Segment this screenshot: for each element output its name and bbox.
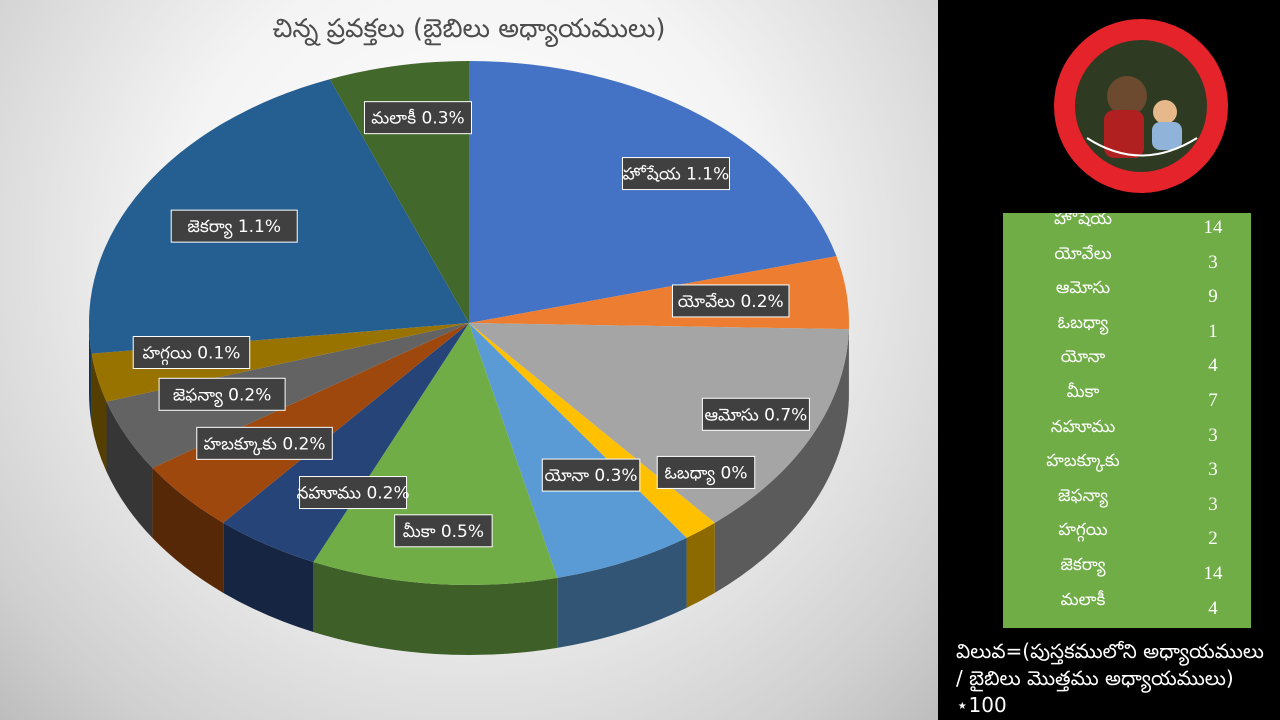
table-book-name: ఆమోసు [1055, 278, 1111, 299]
pie-label-text-5: మీకా 0.5% [403, 522, 484, 542]
table-row: యోనా 4 [1003, 347, 1251, 381]
pie-side-2 [714, 329, 849, 593]
pie-slice-3 [469, 323, 715, 538]
chapters-table: హోషేయ 14 యోవేలు 3 ఆమోసు 9 ఓబధ్యా 1 యోనా 4 మీకా 7 నహూ… [1003, 213, 1251, 628]
table-book-name: మలాకీ [1060, 589, 1106, 610]
pie-label-6: నహూము 0.2% [296, 476, 410, 510]
pie-label-box-11 [363, 101, 472, 135]
table-row: జెఫన్యా 3 [1003, 486, 1251, 520]
table-chapter-count: 1 [1208, 320, 1218, 342]
pie-label-text-8: జెఫన్యా 0.2% [173, 385, 272, 407]
table-book-name: ఓబధ్యా [1057, 312, 1109, 333]
pie-label-text-9: హగ్గయి 0.1% [142, 344, 240, 366]
pie-label-text-0: హోషేయ 1.1% [623, 165, 730, 185]
pie-label-text-6: నహూము 0.2% [296, 484, 409, 504]
table-chapter-count: 3 [1208, 493, 1218, 515]
table-row: ఓబధ్యా 1 [1003, 313, 1251, 347]
pie-slice-6 [223, 323, 469, 563]
pie-label-text-1: యోవేలు 0.2% [678, 292, 784, 312]
pie-side-5 [313, 562, 558, 655]
pie-side-7 [152, 467, 224, 593]
pie-slice-7 [152, 323, 470, 523]
pie-label-9: హగ్గయి 0.1% [132, 336, 251, 370]
pie-side-6 [223, 522, 314, 633]
table-book-name: మీకా [1066, 382, 1100, 402]
table-chapter-count: 14 [1203, 563, 1223, 584]
table-book-name: హగ్గయి [1058, 520, 1108, 541]
pie-label-0: హోషేయ 1.1% [621, 157, 730, 191]
pie-label-box-0 [621, 157, 730, 191]
formula-line-1: విలువ=(పుస్తకములోని అధ్యాయములు [956, 639, 1264, 663]
pie-label-text-4: యోనా 0.3% [545, 466, 638, 486]
pie-label-10: జెకర్యా 1.1% [170, 209, 298, 243]
table-row: ఆమోసు 9 [1003, 278, 1251, 312]
pie-label-7: హబక్కూకు 0.2% [196, 426, 333, 460]
pie-label-box-2 [701, 397, 810, 431]
pie-label-2: ఆమోసు 0.7% [701, 397, 810, 431]
table-chapter-count: 3 [1208, 459, 1218, 481]
pie-label-box-7 [196, 426, 333, 460]
pie-label-box-4 [541, 458, 641, 492]
pie-label-text-10: జెకర్యా 1.1% [187, 217, 281, 239]
pie-label-8: జెఫన్యా 0.2% [158, 377, 286, 411]
table-chapter-count: 7 [1208, 390, 1218, 411]
pie-label-11: మలాకీ 0.3% [363, 101, 472, 135]
pie-label-1: యోవేలు 0.2% [671, 284, 790, 318]
table-row: హబక్కూకు 3 [1003, 451, 1251, 485]
bible-nestam-logo [1054, 19, 1228, 193]
pie-slice-5 [313, 323, 558, 586]
formula-line-2: / బైబిలు మొత్తము అధ్యాయములు) [956, 666, 1234, 690]
pie-label-text-2: ఆమోసు 0.7% [704, 405, 807, 425]
table-book-name: హోషేయ [1053, 213, 1113, 229]
table-row: జెకర్యా 14 [1003, 555, 1251, 589]
value-formula: విలువ=(పుస్తకములోని అధ్యాయములు / బైబిలు … [956, 638, 1276, 719]
chart-title: చిన్న ప్రవక్తలు (బైబిలు అధ్యాయములు) [272, 14, 666, 44]
pie-label-text-3: ఓబధ్యా 0% [664, 463, 747, 485]
formula-line-3: ⋆100 [956, 693, 1007, 717]
pie-side-10 [89, 323, 92, 424]
pie-slice-0 [469, 61, 837, 323]
pie-side-3 [686, 522, 715, 608]
table-row: మీకా 7 [1003, 382, 1251, 416]
pie-chart: హోషేయ 1.1% యోవేలు 0.2% ఆమోసు 0.7% ఓబధ్యా 0%… [88, 61, 849, 655]
table-book-name: నహూము [1050, 416, 1116, 437]
pie-label-box-3 [656, 455, 756, 489]
table-chapter-count: 4 [1208, 355, 1218, 377]
table-chapter-count: 2 [1208, 528, 1218, 550]
table-chapter-count: 9 [1208, 286, 1218, 308]
table-chapter-count: 14 [1203, 217, 1223, 238]
pie-label-5: మీకా 0.5% [394, 514, 493, 548]
pie-side-4 [557, 537, 687, 648]
table-row: మలాకీ 4 [1003, 590, 1251, 624]
table-row: హగ్గయి 2 [1003, 520, 1251, 554]
table-book-name: జెకర్యా [1060, 555, 1106, 575]
pie-label-box-8 [158, 377, 286, 411]
pie-label-text-11: మలాకీ 0.3% [371, 109, 464, 129]
pie-slice-4 [469, 323, 687, 578]
table-row: యోవేలు 3 [1003, 244, 1251, 278]
table-chapter-count: 4 [1208, 597, 1218, 619]
pie-label-box-1 [671, 284, 790, 318]
table-chapter-count: 3 [1208, 251, 1218, 273]
table-chapter-count: 3 [1208, 424, 1218, 446]
table-row: హోషేయ 14 [1003, 213, 1251, 243]
pie-label-box-9 [132, 336, 251, 370]
pie-label-box-10 [170, 209, 298, 243]
table-book-name: హబక్కూకు [1046, 451, 1120, 472]
pie-label-box-5 [394, 514, 493, 548]
table-book-name: యోనా [1060, 347, 1106, 368]
pie-side-8 [106, 401, 153, 538]
pie-label-3: ఓబధ్యా 0% [656, 455, 756, 489]
table-row: నహూము 3 [1003, 417, 1251, 451]
pie-label-text-7: హబక్కూకు 0.2% [204, 434, 326, 455]
table-book-name: యోవేలు [1054, 243, 1112, 264]
pie-side-9 [91, 353, 107, 472]
table-book-name: జెఫన్యా [1058, 485, 1108, 506]
pie-label-box-6 [299, 476, 408, 510]
pie-label-4: యోనా 0.3% [541, 458, 641, 492]
